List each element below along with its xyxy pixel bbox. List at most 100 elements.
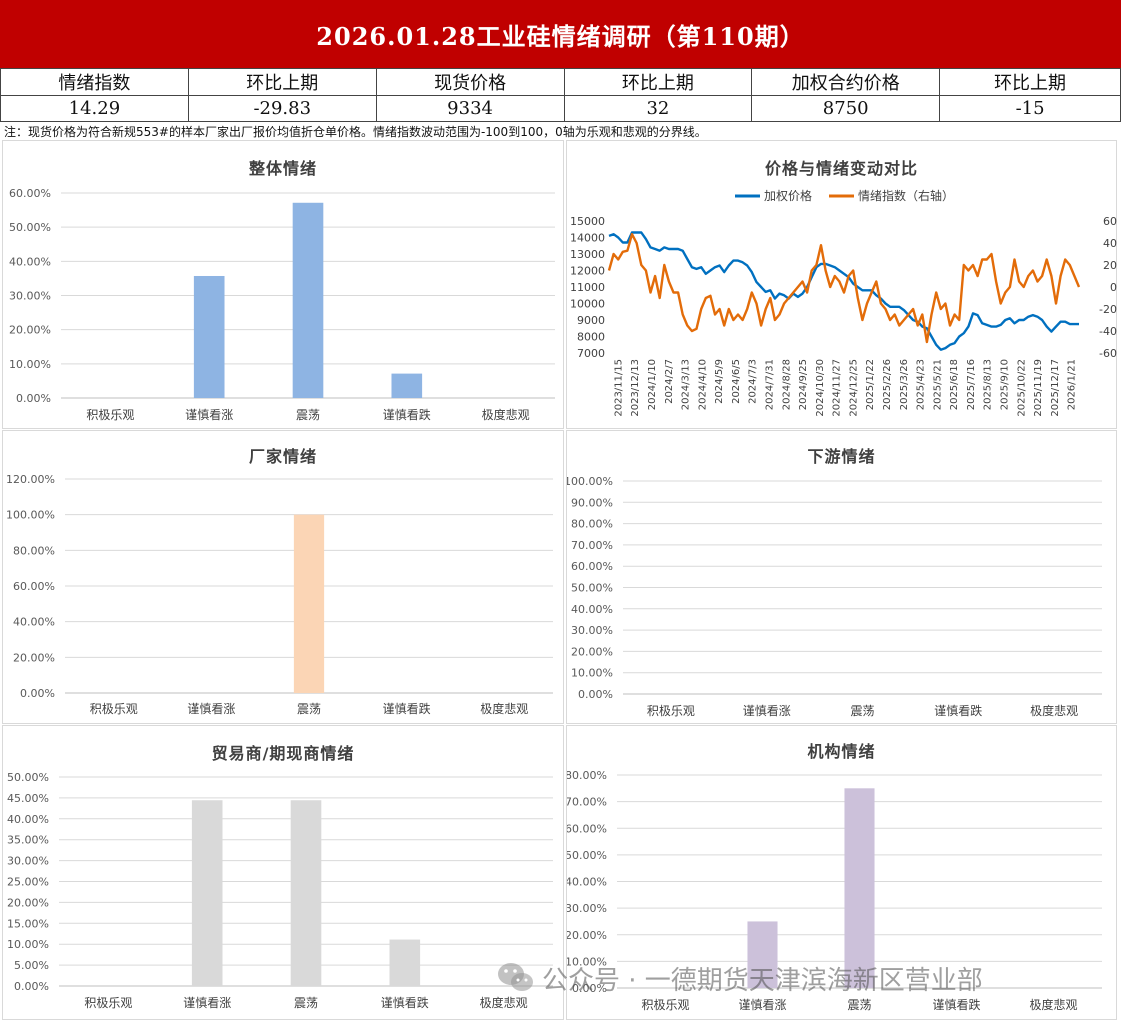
y-tick-label: 40.00% xyxy=(13,616,55,629)
right-y-tick-label: -60 xyxy=(1099,347,1117,360)
left-y-tick-label: 13000 xyxy=(570,248,605,261)
y-tick-label: 0.00% xyxy=(14,980,49,993)
x-tick-label: 极度悲观 xyxy=(482,407,530,422)
x-tick-label: 2025/5/21 xyxy=(932,359,943,410)
right-y-tick-label: 0 xyxy=(1110,281,1117,294)
sentiment-index-change: -29.83 xyxy=(187,95,377,122)
y-tick-label: 60.00% xyxy=(13,580,55,593)
y-tick-label: 10.00% xyxy=(7,938,49,951)
x-tick-label: 2024/9/25 xyxy=(798,359,809,410)
y-tick-label: 60.00% xyxy=(9,187,51,200)
x-tick-label: 2026/1/21 xyxy=(1067,359,1078,410)
right-y-tick-label: 20 xyxy=(1103,259,1117,272)
x-tick-label: 2024/5/9 xyxy=(714,359,725,404)
legend-label: 情绪指数（右轴） xyxy=(858,188,954,203)
y-tick-label: 30.00% xyxy=(9,290,51,303)
y-tick-label: 20.00% xyxy=(571,645,613,658)
bar xyxy=(389,939,421,986)
summary-header-cell: 环比上期 xyxy=(187,68,377,96)
x-tick-label: 积极乐观 xyxy=(90,702,138,716)
y-tick-label: 120.00% xyxy=(6,473,55,486)
downstream-sentiment-chart: 下游情绪 0.00% 10.00% 20.00% 30.00% 40.00% 50.00%… xyxy=(566,430,1117,724)
y-tick-label: 50.00% xyxy=(567,849,607,862)
x-tick-label: 积极乐观 xyxy=(86,408,134,422)
legend-label: 加权价格 xyxy=(764,188,812,203)
trader-sentiment-plot: 0.00% 5.00% 10.00% 15.00% 20.00% 25.00% 30.00%… xyxy=(7,771,553,1010)
summary-header-row: 情绪指数 环比上期 现货价格 环比上期 加权合约价格 环比上期 xyxy=(0,68,1121,96)
y-tick-label: 20.00% xyxy=(13,651,55,664)
series-line xyxy=(607,232,1081,344)
x-tick-label: 2024/4/10 xyxy=(697,359,708,410)
x-tick-label: 2024/7/31 xyxy=(764,359,775,410)
y-tick-label: 100.00% xyxy=(567,475,613,488)
x-tick-label: 谨慎看涨 xyxy=(183,995,231,1010)
x-tick-label: 2025/10/22 xyxy=(1016,359,1027,417)
summary-table: 情绪指数 环比上期 现货价格 环比上期 加权合约价格 环比上期 14.29 -2… xyxy=(0,68,1121,122)
spot-price-change: 32 xyxy=(563,95,753,122)
y-tick-label: 10.00% xyxy=(9,358,51,371)
y-tick-label: 30.00% xyxy=(571,624,613,637)
series-line xyxy=(608,231,1079,351)
y-tick-label: 80.00% xyxy=(571,518,613,531)
x-tick-label: 极度悲观 xyxy=(1030,703,1078,718)
right-y-tick-label: -40 xyxy=(1099,325,1117,338)
x-tick-label: 谨慎看涨 xyxy=(743,703,791,718)
bar xyxy=(191,800,223,986)
bar xyxy=(391,373,423,398)
x-tick-label: 2024/1/10 xyxy=(647,359,658,410)
factory-sentiment-plot: 0.00% 20.00% 40.00% 60.00% 80.00% 100.00% 120.… xyxy=(6,473,553,716)
x-tick-label: 谨慎看跌 xyxy=(381,995,429,1010)
report-title: 2026.01.28工业硅情绪调研（第110期） xyxy=(0,0,1121,68)
y-tick-label: 50.00% xyxy=(9,221,51,234)
summary-header-cell: 现货价格 xyxy=(375,68,565,96)
left-y-tick-label: 14000 xyxy=(570,232,605,245)
bar xyxy=(193,275,225,398)
right-y-tick-label: 60 xyxy=(1103,215,1117,228)
x-tick-label: 2025/9/10 xyxy=(999,359,1010,410)
x-tick-label: 积极乐观 xyxy=(84,996,132,1010)
y-tick-label: 60.00% xyxy=(567,822,607,835)
weighted-price-value: 8750 xyxy=(751,95,941,122)
y-tick-label: 20.00% xyxy=(567,929,607,942)
y-tick-label: 80.00% xyxy=(13,544,55,557)
left-y-tick-label: 9000 xyxy=(577,314,605,327)
overall-sentiment-plot: 0.00% 10.00% 20.00% 30.00% 40.00% 50.00% 60.00… xyxy=(9,187,555,422)
x-tick-label: 谨慎看涨 xyxy=(187,701,235,716)
institution-sentiment-plot: 0.00% 10.00% 20.00% 30.00% 40.00% 50.00% 60.00… xyxy=(567,769,1102,1012)
x-tick-label: 2024/10/30 xyxy=(815,359,826,417)
y-tick-label: 90.00% xyxy=(571,496,613,509)
x-tick-label: 谨慎看跌 xyxy=(383,407,431,422)
x-tick-label: 积极乐观 xyxy=(641,998,689,1012)
downstream-sentiment-plot: 0.00% 10.00% 20.00% 30.00% 40.00% 50.00% 60.00… xyxy=(567,475,1102,718)
x-tick-label: 2025/11/19 xyxy=(1033,359,1044,417)
footnote: 注：现货价格为符合新规553#的样本厂家出厂报价均值折仓单价格。情绪指数波动范围… xyxy=(4,125,707,139)
x-tick-label: 2024/7/3 xyxy=(748,359,759,404)
x-tick-label: 2025/6/18 xyxy=(949,359,960,410)
x-tick-label: 极度悲观 xyxy=(480,995,528,1010)
x-tick-label: 2025/4/23 xyxy=(916,359,927,410)
left-y-tick-label: 8000 xyxy=(577,331,605,344)
y-tick-label: 80.00% xyxy=(567,769,607,782)
chart-title: 价格与情绪变动对比 xyxy=(764,159,918,178)
bar xyxy=(747,921,778,988)
bar xyxy=(290,800,322,986)
right-y-tick-label: 40 xyxy=(1103,237,1117,250)
y-tick-label: 40.00% xyxy=(571,603,613,616)
left-y-tick-label: 12000 xyxy=(570,265,605,278)
y-tick-label: 10.00% xyxy=(567,955,607,968)
watermark: 公众号 · 一德期货天津滨海新区营业部 xyxy=(496,958,983,998)
x-tick-label: 谨慎看跌 xyxy=(932,997,980,1012)
x-tick-label: 2025/12/17 xyxy=(1050,359,1061,417)
sentiment-index-value: 14.29 xyxy=(0,95,189,122)
left-y-tick-label: 7000 xyxy=(577,347,605,360)
y-tick-label: 50.00% xyxy=(571,582,613,595)
y-tick-label: 25.00% xyxy=(7,876,49,889)
y-tick-label: 40.00% xyxy=(9,255,51,268)
y-tick-label: 0.00% xyxy=(16,392,51,405)
trader-sentiment-chart: 贸易商/期现商情绪 0.00% 5.00% 10.00% 15.00% 20.00% 25… xyxy=(2,725,564,1020)
x-tick-label: 2024/2/7 xyxy=(664,359,675,404)
chart-title: 整体情绪 xyxy=(248,159,317,178)
left-y-tick-label: 10000 xyxy=(570,298,605,311)
x-tick-label: 2025/8/13 xyxy=(983,359,994,410)
y-tick-label: 70.00% xyxy=(571,539,613,552)
